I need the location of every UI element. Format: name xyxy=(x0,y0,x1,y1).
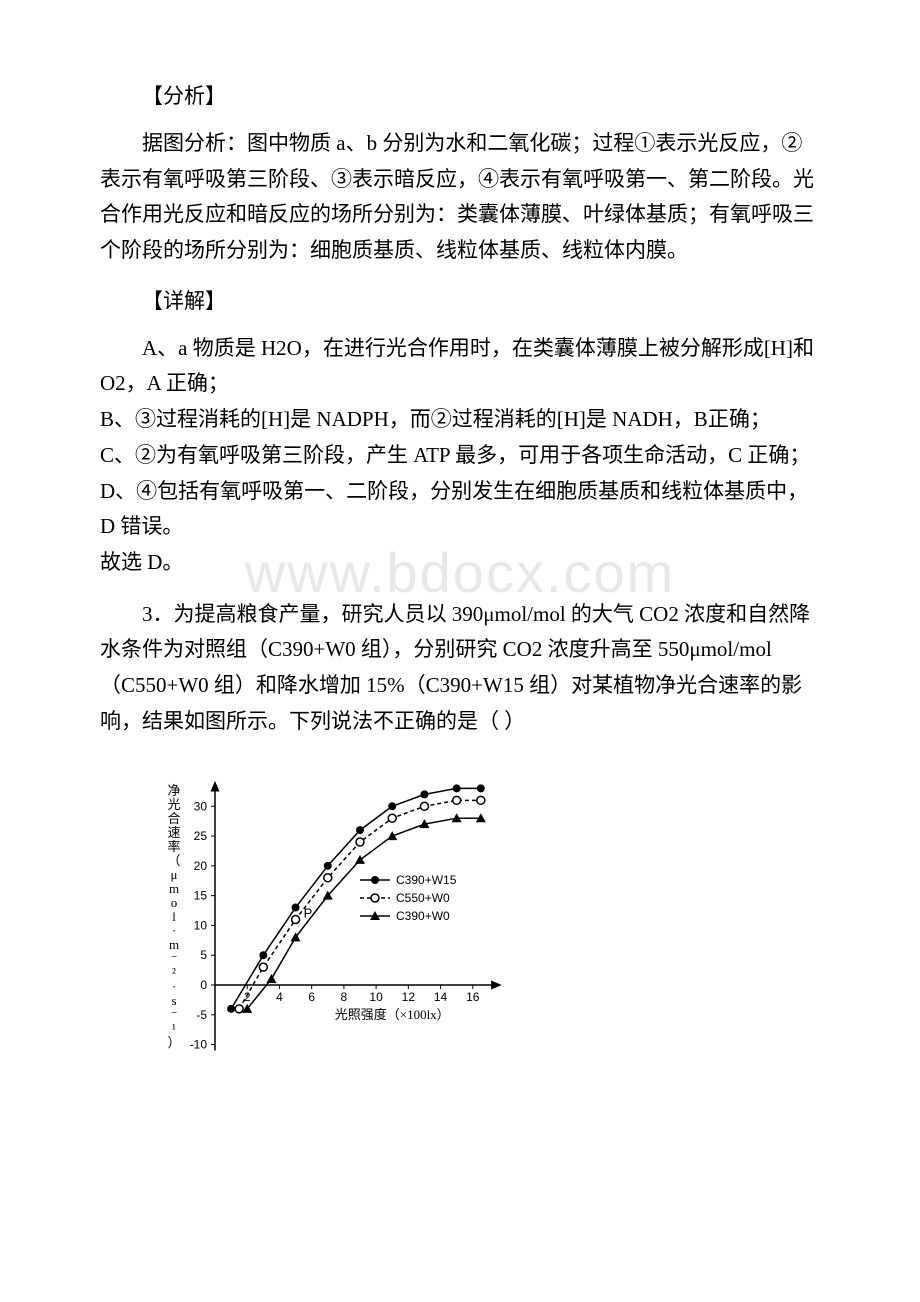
svg-text:20: 20 xyxy=(194,859,208,873)
svg-text:10: 10 xyxy=(194,919,208,933)
svg-text:²: ² xyxy=(172,965,176,980)
detail-label: 【详解】 xyxy=(100,285,820,315)
svg-text:速: 速 xyxy=(167,825,180,840)
document-content: 【分析】 据图分析：图中物质 a、b 分别为水和二氧化碳；过程①表示光反应，②表… xyxy=(100,80,820,1065)
svg-text:·: · xyxy=(172,923,176,938)
detail-lines: A、a 物质是 H2O，在进行光合作用时，在类囊体薄膜上被分解形成[H]和 O2… xyxy=(100,331,820,581)
svg-text:s: s xyxy=(171,993,176,1008)
detail-line-d: D、④包括有氧呼吸第一、二阶段，分别发生在细胞质基质和线粒体基质中，D 错误。 xyxy=(100,474,820,545)
svg-text:（: （ xyxy=(167,853,180,868)
svg-text:C390+W15: C390+W15 xyxy=(396,873,457,887)
svg-text:光照强度（×100lx）: 光照强度（×100lx） xyxy=(335,1007,450,1022)
svg-text:6: 6 xyxy=(308,990,315,1004)
svg-text:⁻: ⁻ xyxy=(171,1007,178,1022)
detail-conclusion: 故选 D。 xyxy=(100,545,820,581)
svg-text:）: ） xyxy=(167,1035,180,1050)
svg-text:C550+W0: C550+W0 xyxy=(396,891,450,905)
chart-container: -10-5051015202530246810121416净光合速率（μmol·… xyxy=(160,755,820,1065)
svg-text:净: 净 xyxy=(167,783,180,798)
analysis-text: 据图分析：图中物质 a、b 分别为水和二氧化碳；过程①表示光反应，②表示有氧呼吸… xyxy=(100,126,820,269)
svg-text:合: 合 xyxy=(167,811,180,826)
svg-text:光: 光 xyxy=(167,797,180,812)
svg-text:·: · xyxy=(172,979,176,994)
svg-text:2: 2 xyxy=(244,990,251,1004)
svg-text:¹: ¹ xyxy=(172,1021,176,1036)
svg-text:8: 8 xyxy=(341,990,348,1004)
svg-text:16: 16 xyxy=(466,990,480,1004)
svg-text:4: 4 xyxy=(276,990,283,1004)
svg-text:5: 5 xyxy=(200,949,207,963)
svg-text:m: m xyxy=(169,881,179,896)
detail-line-b: B、③过程消耗的[H]是 NADPH，而②过程消耗的[H]是 NADH，B正确； xyxy=(100,402,820,438)
svg-text:14: 14 xyxy=(434,990,448,1004)
svg-text:25: 25 xyxy=(194,829,208,843)
svg-text:30: 30 xyxy=(194,800,208,814)
svg-text:⁻: ⁻ xyxy=(171,951,178,966)
detail-line-a: A、a 物质是 H2O，在进行光合作用时，在类囊体薄膜上被分解形成[H]和 O2… xyxy=(100,331,820,402)
svg-text:μ: μ xyxy=(171,867,178,882)
svg-text:0: 0 xyxy=(200,978,207,992)
svg-text:m: m xyxy=(169,937,179,952)
svg-text:15: 15 xyxy=(194,889,208,903)
svg-text:l: l xyxy=(172,909,176,924)
svg-text:o: o xyxy=(171,895,178,910)
svg-text:-5: -5 xyxy=(196,1008,207,1022)
detail-line-c: C、②为有氧呼吸第三阶段，产生 ATP 最多，可用于各项生命活动，C 正确； xyxy=(100,438,820,474)
analysis-label: 【分析】 xyxy=(100,80,820,110)
svg-text:C390+W0: C390+W0 xyxy=(396,909,450,923)
svg-text:12: 12 xyxy=(402,990,416,1004)
svg-text:率: 率 xyxy=(167,839,180,854)
svg-text:-10: -10 xyxy=(190,1038,208,1052)
svg-text:10: 10 xyxy=(369,990,383,1004)
net-photosynthesis-chart: -10-5051015202530246810121416净光合速率（μmol·… xyxy=(160,755,530,1065)
question-3-text: 3．为提高粮食产量，研究人员以 390μmol/mol 的大气 CO2 浓度和自… xyxy=(100,597,820,740)
